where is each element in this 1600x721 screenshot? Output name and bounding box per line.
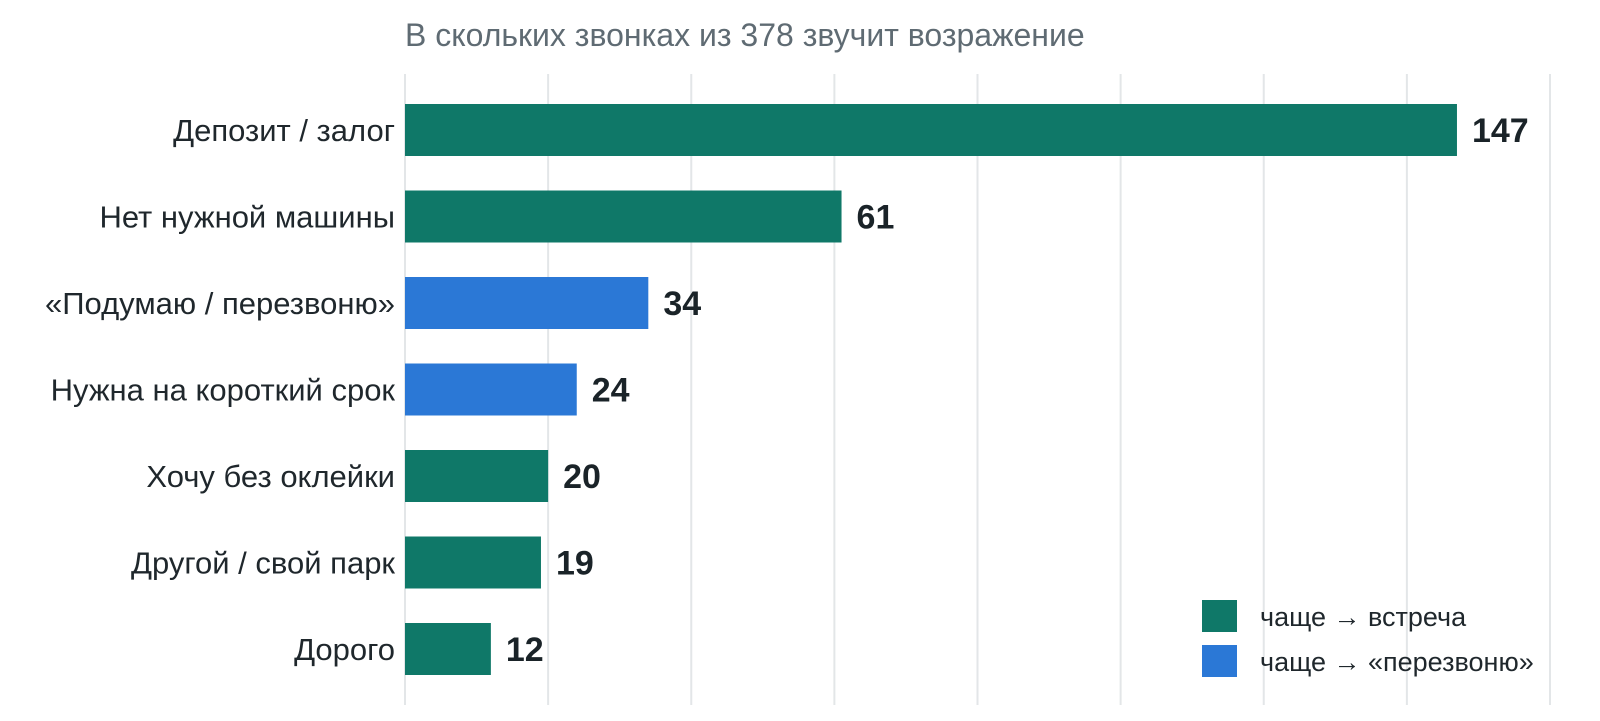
category-labels: Депозит / залог Нет нужной машины «Подумаю… <box>45 113 395 667</box>
category-label: Другой / свой парк <box>131 546 395 581</box>
category-label: Нет нужной машины <box>99 200 395 235</box>
value-label: 34 <box>663 285 701 323</box>
legend: чаще → встреча чаще → «перезвоню» <box>1202 600 1534 677</box>
category-label: «Подумаю / перезвоню» <box>45 286 395 321</box>
value-label: 12 <box>506 631 544 669</box>
bar <box>405 277 649 329</box>
value-label: 19 <box>556 545 594 583</box>
value-label: 20 <box>563 458 601 496</box>
bar <box>405 623 491 675</box>
value-label: 147 <box>1472 112 1529 150</box>
chart-title: В скольких звонках из 378 звучит возраже… <box>405 17 1085 53</box>
legend-label-callback: чаще → «перезвоню» <box>1260 647 1534 677</box>
value-label: 61 <box>857 199 895 237</box>
value-labels: 147 61 34 24 20 19 12 <box>506 112 1529 669</box>
legend-swatch-callback <box>1202 645 1237 677</box>
legend-swatch-meeting <box>1202 600 1237 632</box>
bar <box>405 104 1457 156</box>
bar <box>405 190 842 243</box>
bar <box>405 363 577 416</box>
category-label: Депозит / залог <box>173 113 395 148</box>
bars <box>405 104 1457 675</box>
category-label: Хочу без оклейки <box>146 459 395 494</box>
category-label: Нужна на короткий срок <box>51 373 396 408</box>
legend-label-meeting: чаще → встреча <box>1260 602 1467 632</box>
value-label: 24 <box>592 372 630 410</box>
category-label: Дорого <box>294 632 395 667</box>
bar <box>405 536 541 589</box>
bar <box>405 450 549 502</box>
gridlines <box>404 74 1551 705</box>
